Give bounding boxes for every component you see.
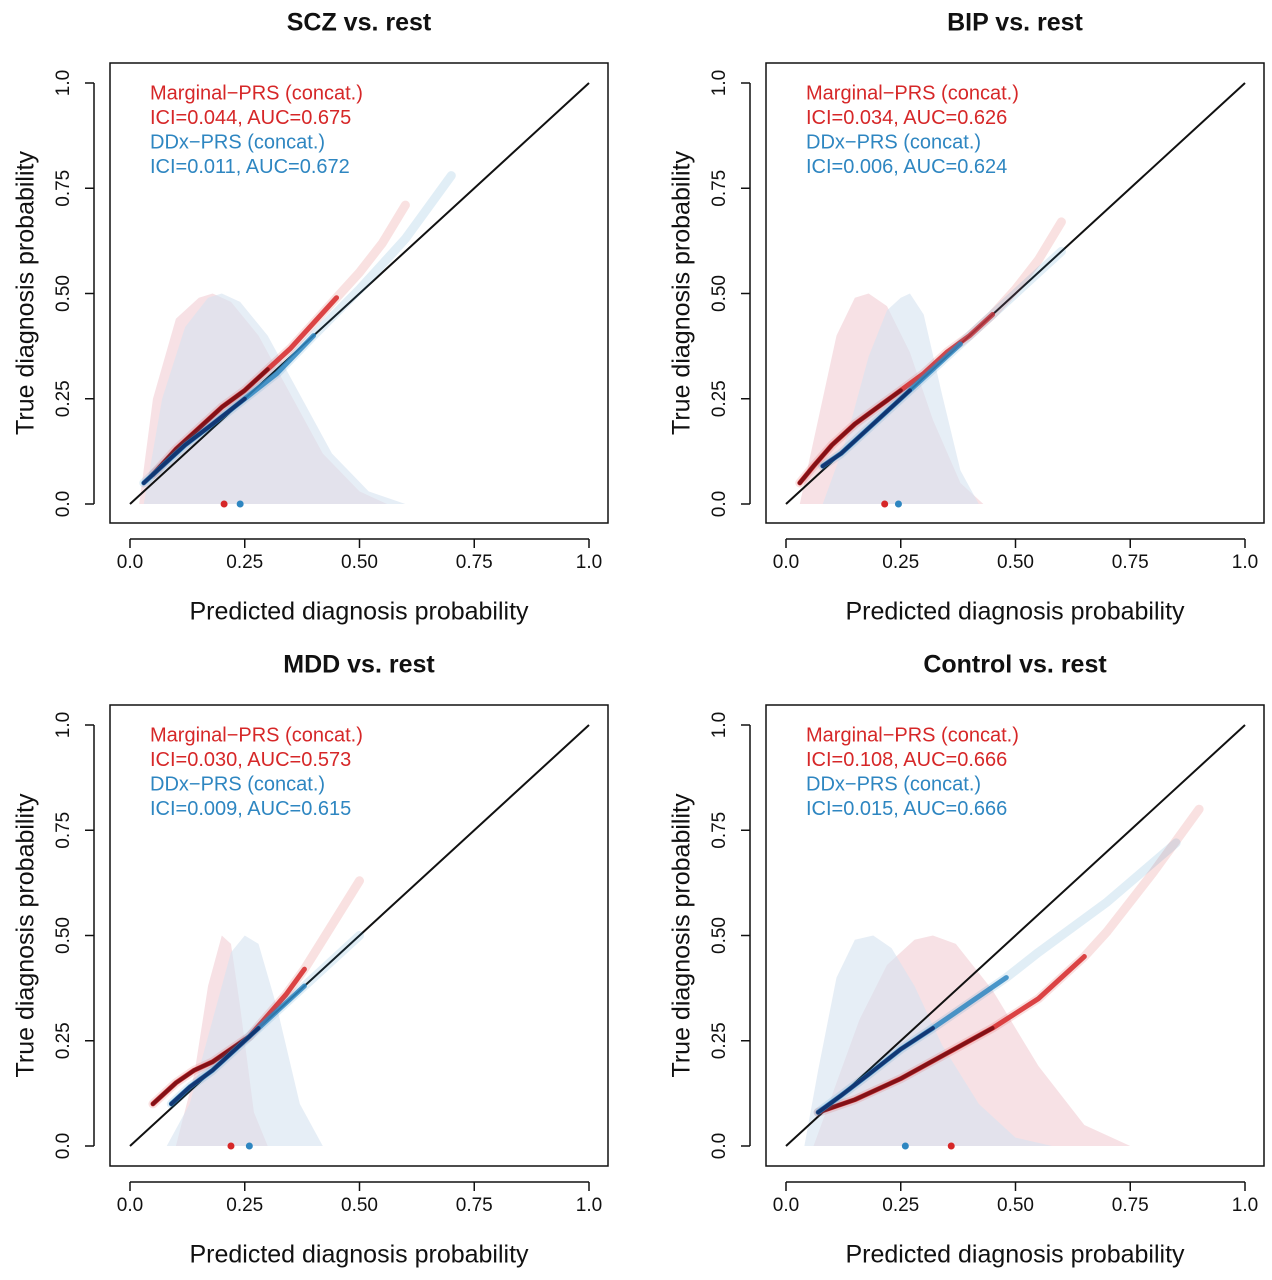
y-tick-label: 0.25	[53, 380, 74, 417]
x-tick-label: 0.75	[456, 552, 493, 573]
marginal-curve-core	[816, 1026, 995, 1115]
plot-box	[109, 704, 609, 1167]
y-tick-label: 0.75	[709, 812, 730, 849]
x-tick-label: 0.75	[1112, 552, 1149, 573]
x-tick-label: 0.75	[456, 1195, 493, 1216]
marginal-curve-core	[150, 367, 270, 477]
panel-2: BIP vs. rest 0.0 0.25 0.50 0.75 1.0 Predicted …	[668, 9, 1265, 626]
x-tick-label: 0.75	[1112, 1195, 1149, 1216]
legend-entry: ICI=0.044, AUC=0.675	[150, 107, 351, 129]
x-axis-label: Predicted diagnosis probability	[845, 1241, 1185, 1269]
legend-entry: Marginal−PRS (concat.)	[150, 724, 363, 746]
y-tick-label: 0.50	[709, 917, 730, 954]
panel-title: MDD vs. rest	[283, 651, 435, 679]
legend-entry: Marginal−PRS (concat.)	[150, 82, 363, 104]
x-tick-label: 0.50	[341, 552, 378, 573]
y-tick-label: 1.0	[709, 712, 730, 738]
panel-title: SCZ vs. rest	[287, 9, 432, 37]
panel-1: SCZ vs. rest 0.0 0.25 0.50 0.75 1.0 Predicted …	[12, 9, 609, 626]
y-axis-label: True diagnosis probability	[668, 151, 696, 435]
legend-entry: DDx−PRS (concat.)	[806, 131, 981, 153]
x-axis-label: Predicted diagnosis probability	[845, 598, 1185, 626]
ddx-mean-point	[901, 1142, 909, 1150]
ddx-curve-core	[816, 1026, 935, 1115]
panel-title: BIP vs. rest	[947, 9, 1083, 37]
y-tick-label: 0.75	[53, 812, 74, 849]
legend-entry: Marginal−PRS (concat.)	[806, 82, 1019, 104]
ddx-curve-core	[169, 1026, 261, 1106]
marginal-mean-point	[947, 1142, 955, 1150]
x-tick-label: 0.0	[773, 1195, 799, 1216]
x-tick-label: 1.0	[1232, 1195, 1258, 1216]
legend-entry: ICI=0.009, AUC=0.615	[150, 798, 351, 820]
y-axis-label: True diagnosis probability	[12, 793, 40, 1077]
y-tick-label: 0.25	[709, 380, 730, 417]
panel-3: MDD vs. rest 0.0 0.25 0.50 0.75 1.0 Predicted …	[12, 651, 609, 1269]
x-tick-label: 0.50	[997, 1195, 1034, 1216]
legend-entry: ICI=0.015, AUC=0.666	[806, 798, 1007, 820]
marginal-curve-core	[797, 388, 903, 485]
density-ddx	[143, 293, 406, 504]
y-tick-label: 0.25	[53, 1022, 74, 1059]
plot-box	[109, 62, 609, 524]
x-tick-label: 0.0	[773, 552, 799, 573]
y-axis-label: True diagnosis probability	[12, 151, 40, 435]
x-tick-label: 0.25	[882, 552, 919, 573]
y-tick-label: 0.75	[709, 170, 730, 207]
legend-entry: Marginal−PRS (concat.)	[806, 724, 1019, 746]
x-tick-label: 0.25	[226, 1195, 263, 1216]
ddx-curve-core	[820, 388, 912, 469]
marginal-mean-point	[227, 1142, 235, 1150]
y-tick-label: 1.0	[53, 712, 74, 738]
marginal-curve-core	[150, 1034, 252, 1106]
x-axis-label: Predicted diagnosis probability	[189, 1241, 529, 1269]
x-tick-label: 0.0	[117, 1195, 143, 1216]
ddx-mean-point	[245, 1142, 253, 1150]
legend-entry: ICI=0.108, AUC=0.666	[806, 749, 1007, 771]
ddx-mean-point	[236, 500, 244, 508]
legend-entry: ICI=0.030, AUC=0.573	[150, 749, 351, 771]
x-tick-label: 0.50	[341, 1195, 378, 1216]
ddx-mean-point	[894, 500, 902, 508]
legend-entry: DDx−PRS (concat.)	[806, 773, 981, 795]
ddx-curve-core	[141, 396, 247, 485]
identity-line	[785, 724, 1246, 1147]
x-tick-label: 0.25	[226, 552, 263, 573]
y-tick-label: 1.0	[53, 70, 74, 96]
y-tick-label: 0.50	[53, 917, 74, 954]
y-tick-label: 0.0	[709, 1133, 730, 1159]
y-tick-label: 0.0	[53, 1133, 74, 1159]
x-axis-label: Predicted diagnosis probability	[189, 598, 529, 626]
legend-entry: DDx−PRS (concat.)	[150, 131, 325, 153]
y-tick-label: 1.0	[709, 70, 730, 96]
y-tick-label: 0.25	[709, 1022, 730, 1059]
y-axis-label: True diagnosis probability	[668, 793, 696, 1077]
x-tick-label: 0.0	[117, 552, 143, 573]
y-tick-label: 0.0	[709, 491, 730, 517]
marginal-mean-point	[220, 500, 228, 508]
marginal-mean-point	[881, 500, 889, 508]
panel-title: Control vs. rest	[923, 651, 1107, 679]
x-tick-label: 1.0	[1232, 552, 1258, 573]
legend-entry: ICI=0.034, AUC=0.626	[806, 107, 1007, 129]
plot-box	[765, 704, 1265, 1167]
plot-box	[765, 62, 1265, 524]
legend-entry: DDx−PRS (concat.)	[150, 773, 325, 795]
y-tick-label: 0.50	[53, 275, 74, 312]
panel-4: Control vs. rest 0.0 0.25 0.50 0.75 1.0 Predic…	[668, 651, 1265, 1269]
identity-line	[129, 82, 590, 505]
x-tick-label: 0.25	[882, 1195, 919, 1216]
legend-entry: ICI=0.006, AUC=0.624	[806, 156, 1007, 178]
y-tick-label: 0.50	[709, 275, 730, 312]
x-tick-label: 0.50	[997, 552, 1034, 573]
x-tick-label: 1.0	[576, 552, 602, 573]
x-tick-label: 1.0	[576, 1195, 602, 1216]
legend-entry: ICI=0.011, AUC=0.672	[150, 156, 350, 178]
y-tick-label: 0.75	[53, 170, 74, 207]
y-tick-label: 0.0	[53, 491, 74, 517]
